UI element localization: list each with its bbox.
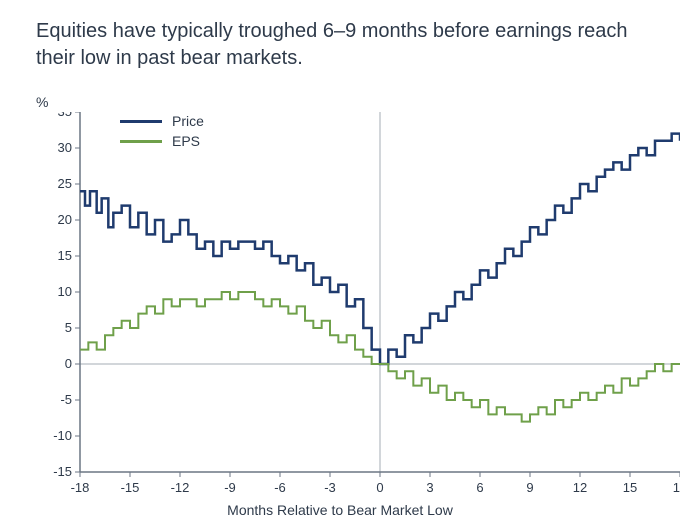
- svg-text:-6: -6: [274, 480, 286, 495]
- legend-swatch-price: [120, 120, 162, 123]
- svg-text:-15: -15: [53, 464, 72, 479]
- svg-text:3: 3: [426, 480, 433, 495]
- legend-item-eps: EPS: [120, 132, 204, 150]
- svg-text:-3: -3: [324, 480, 336, 495]
- legend: Price EPS: [120, 112, 204, 152]
- svg-text:25: 25: [58, 176, 72, 191]
- svg-text:-18: -18: [71, 480, 90, 495]
- x-axis-label: Months Relative to Bear Market Low: [0, 502, 680, 518]
- svg-text:0: 0: [376, 480, 383, 495]
- svg-text:9: 9: [526, 480, 533, 495]
- svg-text:-9: -9: [224, 480, 236, 495]
- y-axis-unit: %: [36, 94, 48, 110]
- svg-text:-12: -12: [171, 480, 190, 495]
- legend-label-price: Price: [172, 113, 204, 129]
- svg-text:15: 15: [58, 248, 72, 263]
- svg-text:35: 35: [58, 112, 72, 119]
- svg-text:15: 15: [623, 480, 637, 495]
- svg-text:6: 6: [476, 480, 483, 495]
- chart-card: Equities have typically troughed 6–9 mon…: [0, 0, 680, 528]
- svg-text:-10: -10: [53, 428, 72, 443]
- svg-text:18: 18: [673, 480, 680, 495]
- svg-text:-15: -15: [121, 480, 140, 495]
- legend-label-eps: EPS: [172, 133, 200, 149]
- chart-title: Equities have typically troughed 6–9 mon…: [36, 18, 650, 72]
- svg-text:-5: -5: [60, 392, 72, 407]
- svg-text:10: 10: [58, 284, 72, 299]
- legend-item-price: Price: [120, 112, 204, 130]
- svg-text:20: 20: [58, 212, 72, 227]
- svg-text:5: 5: [65, 320, 72, 335]
- svg-text:30: 30: [58, 140, 72, 155]
- svg-text:0: 0: [65, 356, 72, 371]
- line-chart: -15-10-505101520253035-18-15-12-9-6-3036…: [36, 112, 680, 500]
- legend-swatch-eps: [120, 140, 162, 143]
- svg-text:12: 12: [573, 480, 587, 495]
